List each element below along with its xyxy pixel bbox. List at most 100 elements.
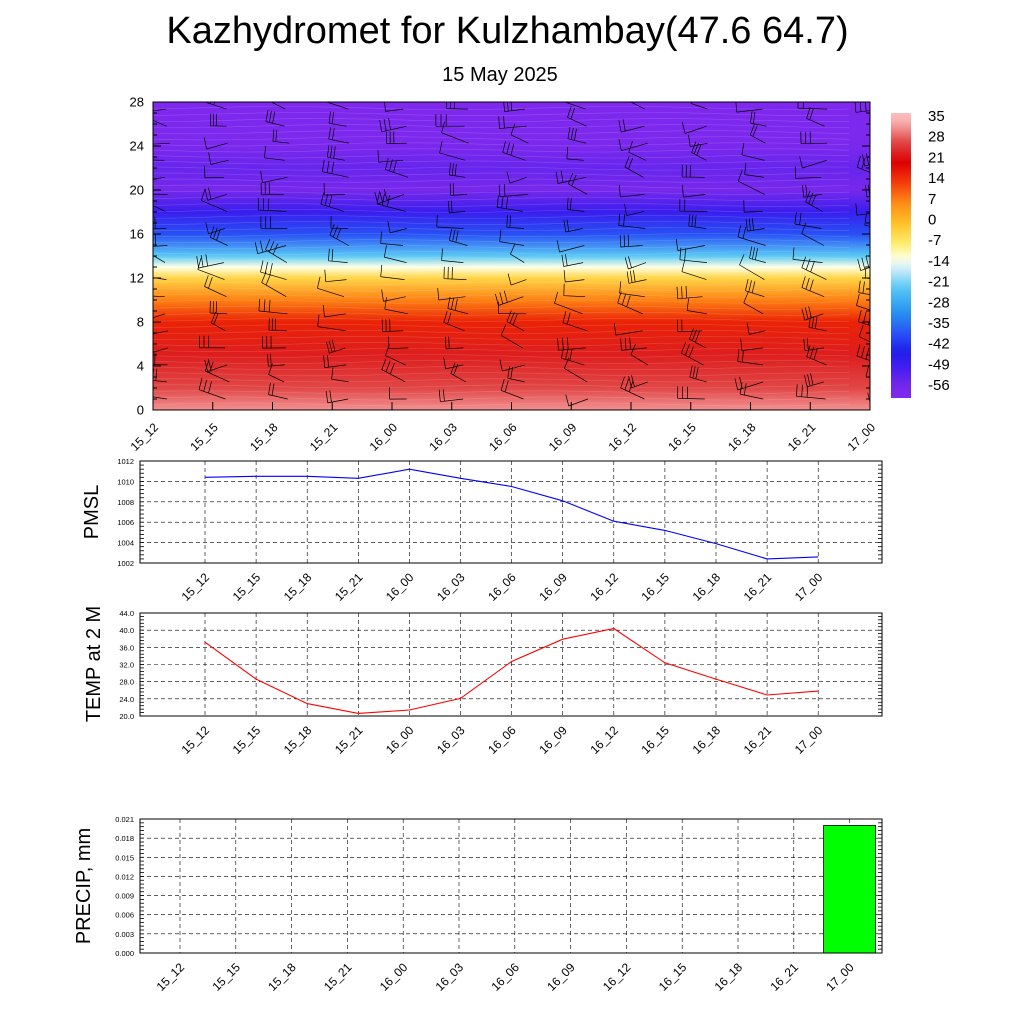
y-axis-label: TEMP at 2 M bbox=[83, 606, 105, 722]
contour-line bbox=[153, 390, 850, 395]
wind-barb bbox=[258, 298, 288, 315]
wind-barb bbox=[739, 254, 765, 280]
contour-line bbox=[153, 257, 850, 262]
wind-barb bbox=[264, 145, 285, 161]
contour-line bbox=[153, 196, 850, 201]
x-tick-label: 16_18 bbox=[690, 570, 724, 604]
wind-barb bbox=[746, 322, 766, 335]
x-tick-label: 17_00 bbox=[792, 570, 826, 604]
wind-barb bbox=[677, 319, 702, 333]
wind-barb bbox=[801, 306, 824, 321]
y-tick-label: 20.0 bbox=[119, 712, 134, 721]
plot-frame bbox=[139, 612, 883, 717]
y-tick-label: 0.006 bbox=[115, 911, 134, 920]
y-tick-label: 12 bbox=[130, 271, 144, 286]
contour-line bbox=[153, 124, 850, 129]
wind-barb bbox=[675, 238, 706, 251]
contour-line bbox=[153, 342, 850, 346]
wind-barb bbox=[510, 123, 529, 144]
x-tick-label: 16_21 bbox=[741, 723, 775, 757]
wind-barb bbox=[507, 273, 527, 286]
wind-barb bbox=[270, 102, 286, 110]
wind-barb bbox=[321, 159, 349, 178]
x-tick-label: 16_03 bbox=[433, 960, 467, 994]
contour-line bbox=[153, 233, 850, 238]
contour-line bbox=[153, 396, 850, 401]
wind-barb bbox=[869, 116, 870, 121]
colorbar-label: 35 bbox=[928, 108, 945, 125]
pmsl-panel: 1002 1004 1006 1008 1010 1012 15_12 15_15 15_18 1… bbox=[81, 457, 883, 604]
wind-barb bbox=[681, 260, 707, 280]
wind-barb bbox=[331, 367, 349, 383]
contour-line bbox=[153, 402, 850, 407]
x-tick-label: 16_12 bbox=[600, 960, 634, 994]
wind-barb bbox=[265, 238, 287, 263]
wind-barb bbox=[495, 290, 524, 306]
y-tick-label: 20 bbox=[130, 183, 144, 198]
wind-barb bbox=[563, 102, 586, 110]
contour-line bbox=[153, 317, 850, 322]
wind-barb bbox=[744, 162, 765, 178]
contour-line bbox=[153, 287, 850, 292]
wind-barb bbox=[794, 212, 822, 229]
y-tick-label: 0.009 bbox=[115, 892, 134, 901]
colorbar-label: -28 bbox=[928, 294, 950, 311]
contour-line bbox=[153, 142, 850, 147]
chart-subtitle: 15 May 2025 bbox=[442, 64, 558, 86]
y-tick-label: 0.021 bbox=[115, 815, 134, 824]
wind-barb bbox=[750, 111, 767, 127]
wind-barb bbox=[690, 102, 708, 110]
wind-barb bbox=[328, 248, 348, 263]
wind-barb bbox=[268, 382, 288, 400]
contour-line bbox=[153, 281, 850, 286]
wind-barb bbox=[681, 185, 706, 198]
wind-barb bbox=[385, 158, 409, 178]
wind-barb bbox=[679, 199, 708, 212]
wind-barb bbox=[739, 382, 764, 400]
wind-barb bbox=[317, 276, 345, 298]
wind-barb bbox=[498, 116, 527, 129]
y-tick-label: 40.0 bbox=[119, 626, 134, 635]
wind-barb bbox=[796, 384, 826, 400]
x-tick-label: 16_06 bbox=[485, 723, 519, 757]
y-tick-label: 0.015 bbox=[115, 853, 134, 862]
wind-barb bbox=[626, 270, 647, 284]
temp2m-panel: 20.0 24.0 28.0 32.0 36.0 40.0 44.0 15_12 15_15 15… bbox=[83, 606, 883, 757]
wind-barb bbox=[260, 170, 288, 183]
y-axis-label: PRECIP, mm bbox=[73, 828, 95, 944]
wind-barb bbox=[260, 260, 287, 280]
wind-barb bbox=[618, 119, 645, 133]
x-tick-label: 16_15 bbox=[656, 960, 690, 994]
wind-barb bbox=[204, 359, 230, 383]
contour-line bbox=[153, 378, 850, 383]
wind-barb bbox=[268, 318, 287, 332]
x-tick-label: 16_00 bbox=[383, 570, 417, 604]
wind-barb bbox=[381, 289, 406, 302]
x-tick-label: 17_00 bbox=[823, 960, 857, 994]
wind-barb bbox=[206, 102, 227, 110]
wind-barb bbox=[619, 281, 645, 298]
wind-barb bbox=[856, 293, 870, 311]
wind-barb bbox=[435, 114, 465, 127]
chart-title: Kazhydromet for Kulzhambay(47.6 64.7) bbox=[166, 10, 849, 52]
wind-barb bbox=[260, 182, 284, 196]
wind-barb bbox=[209, 300, 228, 315]
x-tick-label: 15_21 bbox=[332, 723, 366, 757]
x-tick-label: 15_21 bbox=[321, 960, 355, 994]
wind-barb bbox=[803, 338, 825, 351]
wind-barb bbox=[498, 301, 527, 315]
wind-barb bbox=[794, 166, 822, 179]
wind-barb bbox=[737, 170, 765, 195]
wind-barb bbox=[689, 328, 706, 349]
wind-barb bbox=[153, 352, 168, 366]
wind-barb bbox=[448, 163, 466, 178]
wind-barb bbox=[445, 336, 464, 350]
contour-line bbox=[153, 215, 850, 219]
x-tick-label: 16_09 bbox=[536, 723, 570, 757]
x-tick-label: 16_18 bbox=[712, 960, 746, 994]
x-tick-label: 16_15 bbox=[639, 570, 673, 604]
contour-line bbox=[153, 178, 850, 183]
wind-barb bbox=[676, 285, 703, 300]
wind-barb bbox=[618, 185, 645, 198]
colorbar-label: -56 bbox=[928, 377, 950, 394]
